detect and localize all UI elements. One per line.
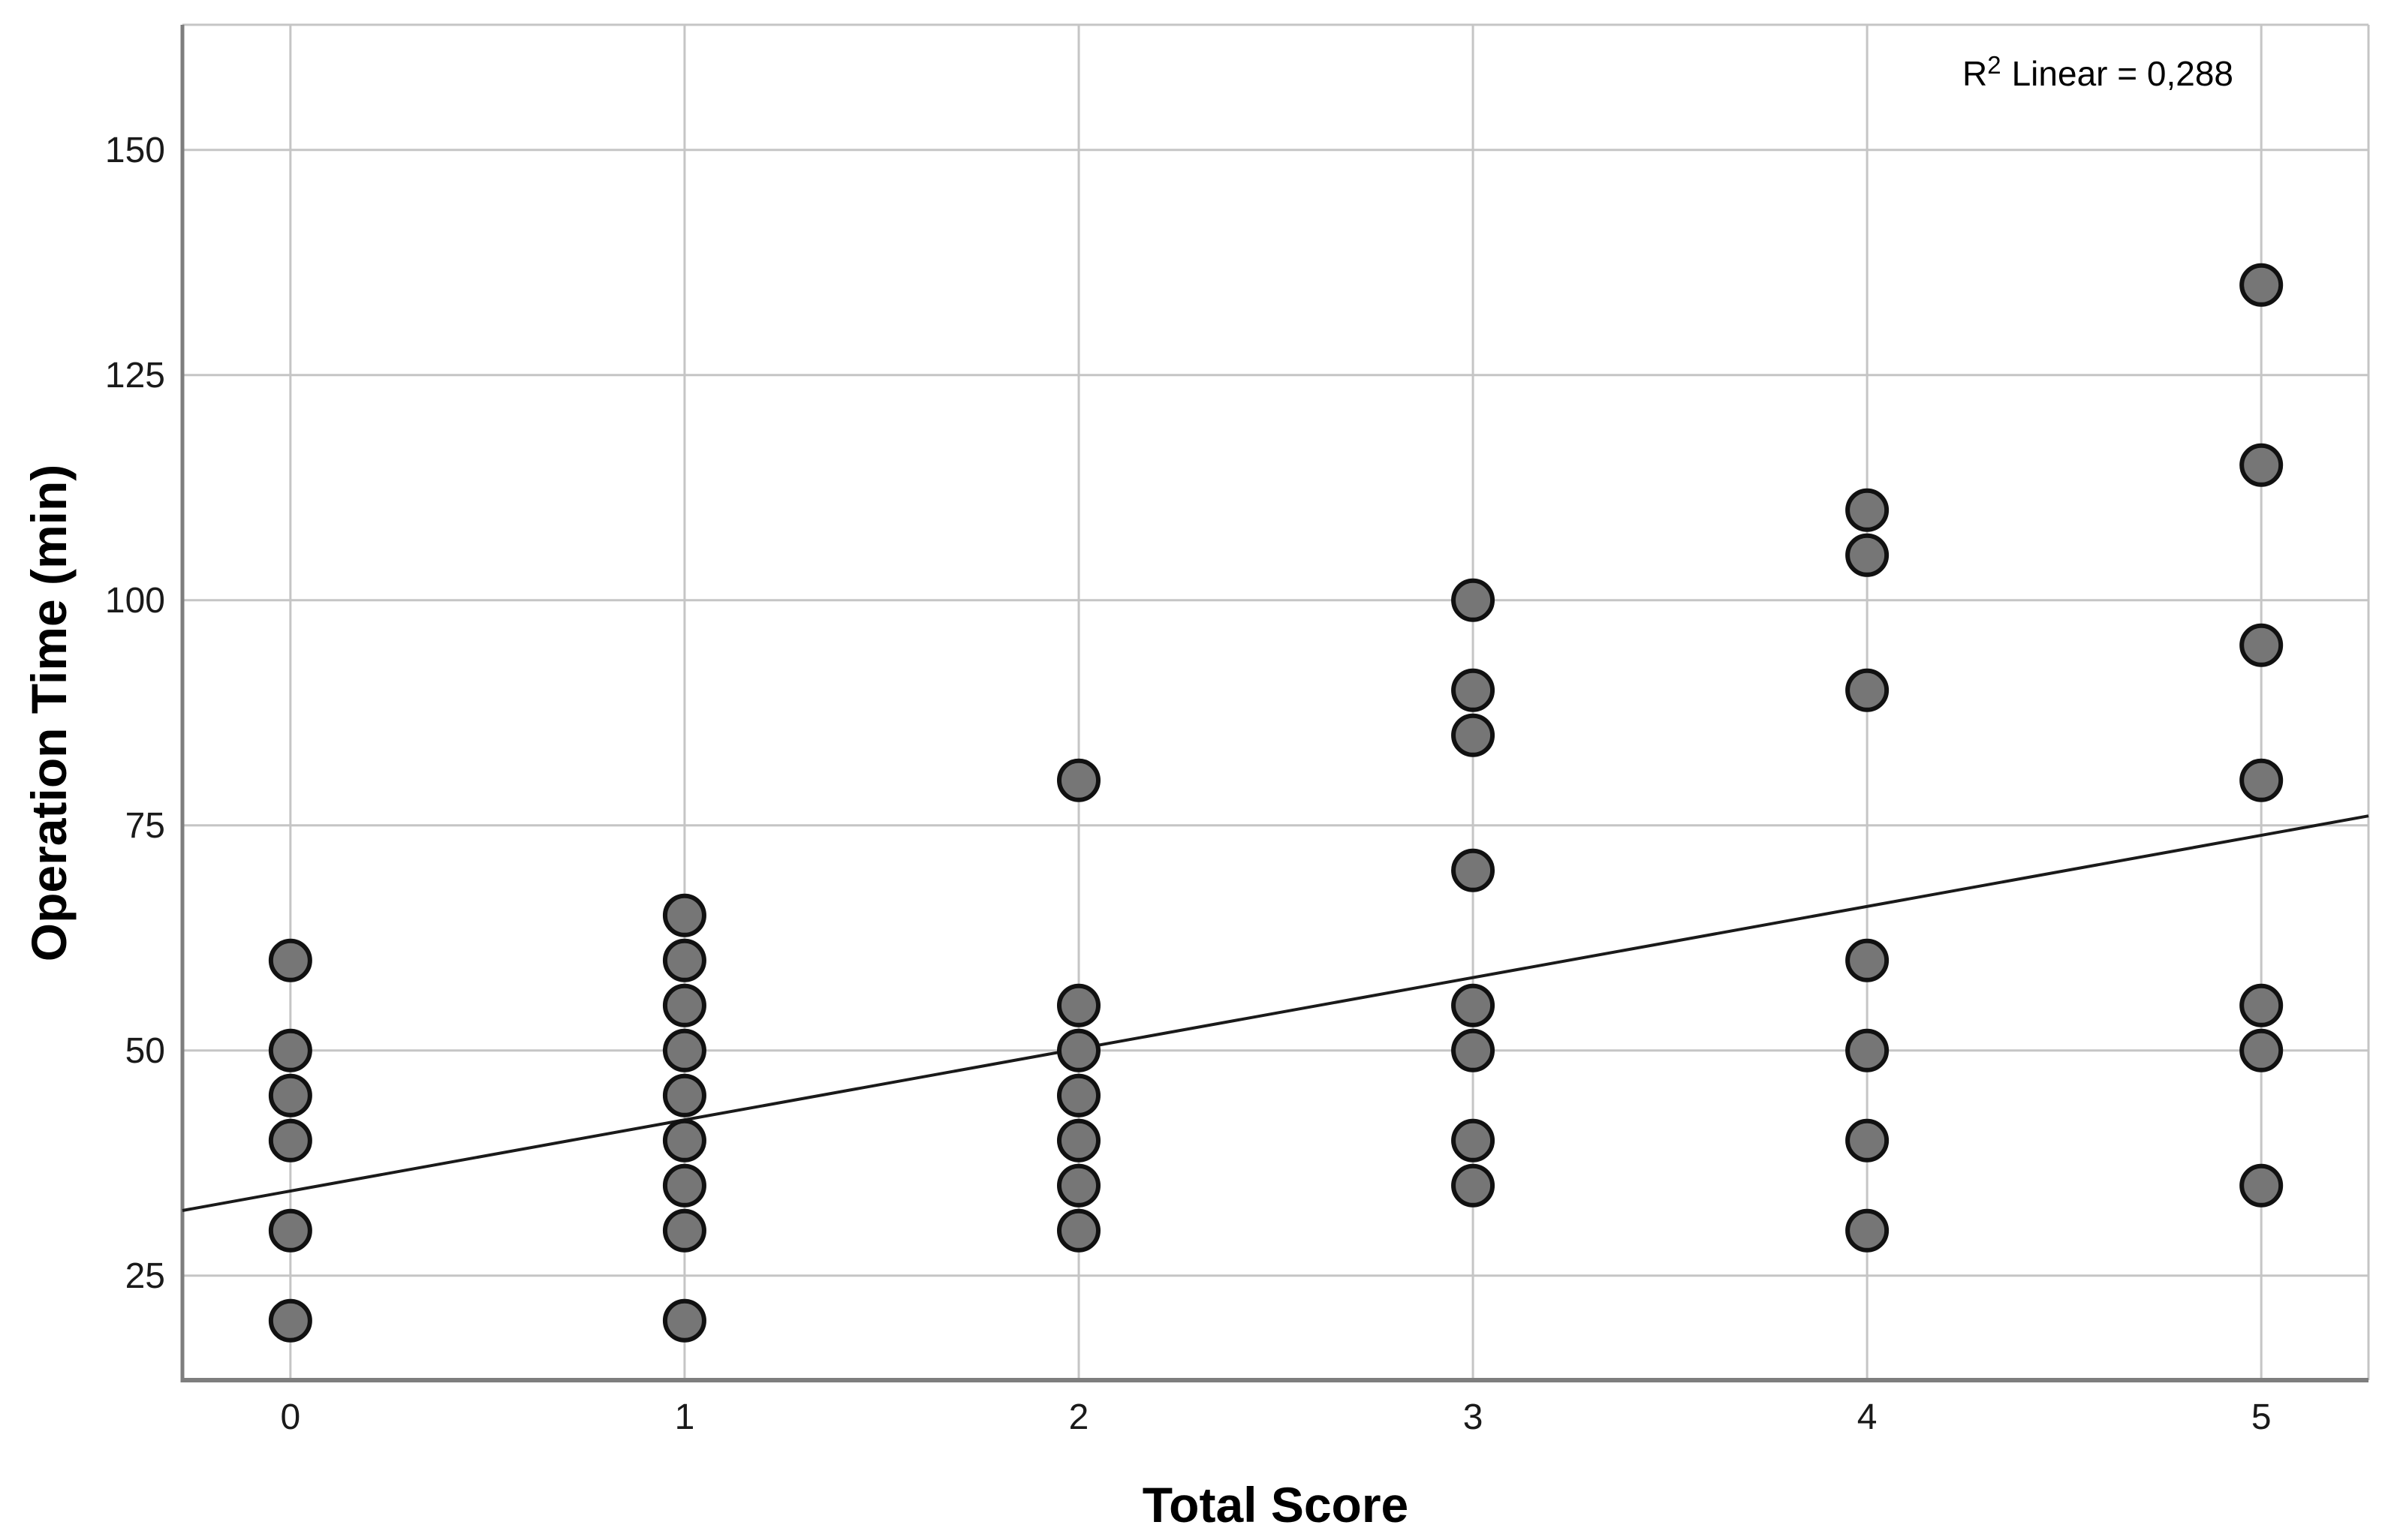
fit-line-layer [182,814,2369,1212]
data-point [662,938,706,982]
x-tick-label: 5 [2251,1397,2272,1437]
data-point [662,1118,706,1163]
data-point [1845,533,1890,577]
r-squared-base: R [1962,54,1987,93]
data-point [1451,1028,1495,1072]
r-squared-value: Linear = 0,288 [2012,54,2233,93]
data-point [268,1118,312,1163]
data-points-layer [268,263,2284,1343]
y-tick-label: 25 [125,1256,165,1296]
data-point [1451,1163,1495,1208]
data-point [268,938,312,982]
y-tick-label: 100 [105,581,165,621]
data-point [662,1298,706,1343]
data-point [1845,488,1890,532]
gridlines-layer [182,25,2368,1380]
data-point [1845,668,1890,712]
data-point [2239,983,2284,1027]
r-squared-exponent: 2 [1987,51,2001,79]
data-point [2239,1163,2284,1208]
data-point [1056,758,1101,802]
data-point [2239,1028,2284,1072]
data-point [1056,1028,1101,1072]
data-point [1056,1073,1101,1117]
data-point [1845,1208,1890,1253]
tick-labels-layer: 25 50 75 100 125 150 0 1 2 3 4 5 [105,131,2272,1437]
fit-line [182,814,2369,1212]
x-tick-label: 3 [1463,1397,1483,1437]
data-point [1451,983,1495,1027]
x-axis-title: Total Score [1143,1477,1409,1532]
data-point [1056,1208,1101,1253]
data-point [2239,623,2284,667]
data-point [2239,758,2284,802]
data-point [662,893,706,937]
y-tick-label: 150 [105,131,165,170]
data-point [268,1298,312,1343]
data-point [662,1028,706,1072]
y-tick-label: 75 [125,806,165,846]
data-point [1451,668,1495,712]
x-tick-label: 1 [675,1397,695,1437]
data-point [268,1073,312,1117]
data-point [1845,938,1890,982]
data-point [1056,983,1101,1027]
data-point [268,1028,312,1072]
data-point [2239,263,2284,307]
data-point [662,1208,706,1253]
data-point [268,1208,312,1253]
x-tick-label: 2 [1069,1397,1089,1437]
plot-frame [180,23,2370,1382]
r-squared-annotation: R2 Linear = 0,288 [1962,51,2233,93]
data-point [1451,578,1495,622]
data-point [662,1073,706,1117]
x-tick-label: 0 [281,1397,301,1437]
y-tick-label: 125 [105,356,165,396]
data-point [1056,1163,1101,1208]
y-tick-label: 50 [125,1031,165,1071]
data-point [1845,1118,1890,1163]
data-point [1845,1028,1890,1072]
data-point [662,983,706,1027]
data-point [1056,1118,1101,1163]
data-point [2239,443,2284,487]
data-point [1451,713,1495,757]
x-tick-label: 4 [1857,1397,1878,1437]
y-axis-title: Operation Time (min) [21,465,77,962]
data-point [1451,1118,1495,1163]
data-point [662,1163,706,1208]
data-point [1451,848,1495,892]
